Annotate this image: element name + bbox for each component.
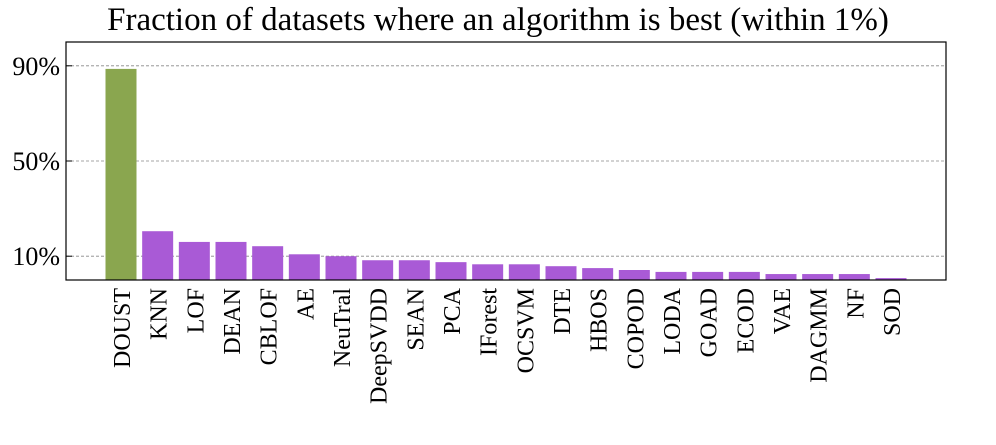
x-tick-label: NF (843, 288, 869, 319)
bar (508, 264, 540, 280)
bar (288, 254, 320, 280)
bar (215, 241, 247, 280)
bar (178, 241, 210, 280)
x-tick-label: SOD (880, 288, 906, 336)
x-tick-label: KNN (147, 288, 173, 340)
x-tick-label: GOAD (697, 288, 723, 357)
bar (765, 274, 797, 280)
x-tick-label: CBLOF (257, 288, 283, 365)
x-tick-label: IForest (477, 288, 503, 356)
chart-title: Fraction of datasets where an algorithm … (107, 2, 889, 38)
bar (692, 271, 724, 280)
y-tick-label: 90% (12, 52, 60, 81)
x-tick-label: NeuTral (330, 288, 356, 367)
axes-frame (65, 41, 947, 281)
bar (802, 274, 834, 280)
bar (875, 278, 907, 280)
bar (325, 256, 357, 280)
y-tick-label: 10% (12, 242, 60, 271)
plot-area: 10% 50% 90% DOUST KNN LOF DEAN CBLOF AE NeuTral De… (12, 52, 946, 404)
x-tick-label: COPOD (623, 288, 649, 369)
bar (582, 268, 614, 280)
x-tick-label: DEAN (220, 288, 246, 355)
bar (398, 260, 430, 280)
bar (728, 271, 760, 280)
bar (252, 246, 284, 280)
y-tick-label: 50% (12, 147, 60, 176)
x-tick-label: LODA (660, 287, 686, 354)
x-tick-label: DAGMM (807, 288, 833, 383)
bar (545, 266, 577, 280)
x-tick-label: DeepSVDD (367, 288, 393, 404)
x-tick-label: DTE (550, 288, 576, 335)
bar (472, 264, 504, 280)
bar (142, 231, 174, 280)
x-tick-label: ECOD (733, 288, 759, 353)
x-tick-label: LOF (183, 288, 209, 333)
x-tick-label: HBOS (587, 288, 613, 352)
x-tick-label: SEAN (403, 288, 429, 351)
x-tick-label: VAE (770, 288, 796, 334)
bar (435, 262, 467, 280)
bar (105, 68, 137, 280)
x-tick-label: PCA (440, 287, 466, 334)
x-tick-label: DOUST (110, 288, 136, 368)
x-tick-label: AE (293, 288, 319, 320)
bar (362, 260, 394, 280)
x-tick-label: OCSVM (513, 288, 539, 373)
bar (618, 270, 650, 280)
bar (655, 271, 687, 280)
bar (838, 274, 870, 280)
